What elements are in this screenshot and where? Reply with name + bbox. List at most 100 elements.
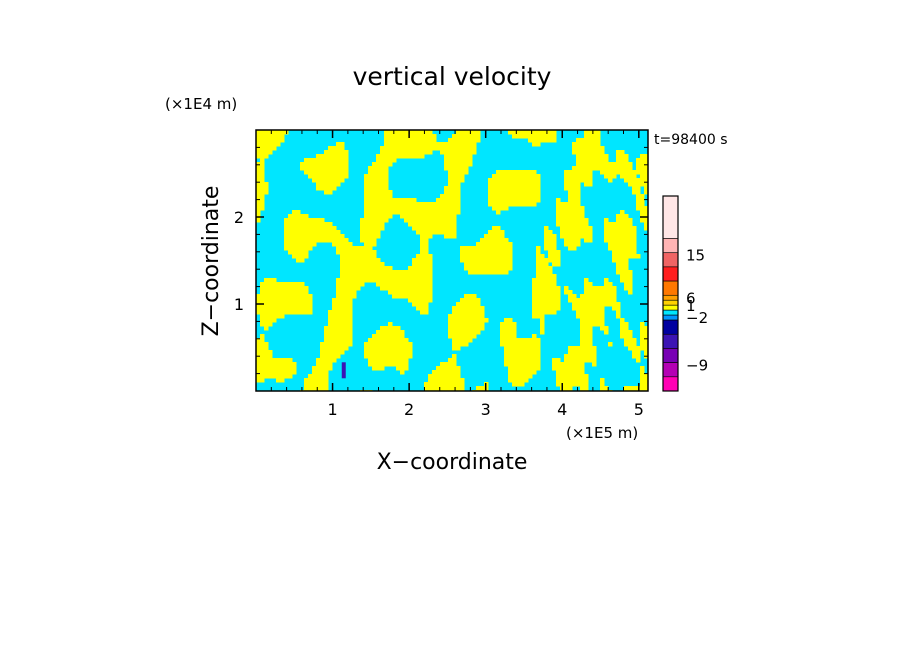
field-cell-positive — [448, 386, 453, 391]
field-cell-positive — [256, 182, 261, 187]
field-cell-positive — [428, 274, 433, 279]
field-cell-positive — [384, 174, 389, 179]
field-cell-positive — [500, 174, 505, 179]
field-cell-positive — [380, 326, 385, 331]
field-cell-positive — [328, 182, 333, 187]
field-cell-positive — [412, 226, 417, 231]
field-cell-positive — [260, 178, 265, 183]
field-cell-positive — [472, 326, 477, 331]
field-cell-positive — [492, 190, 497, 195]
field-cell-positive — [584, 166, 589, 171]
field-cell-positive — [532, 310, 537, 315]
field-cell-positive — [356, 250, 361, 255]
field-cell-positive — [372, 194, 377, 199]
field-cell-positive — [324, 234, 329, 239]
field-cell-positive — [604, 174, 609, 179]
field-cell-positive — [424, 206, 429, 211]
field-cell-positive — [584, 178, 589, 183]
field-cell-positive — [536, 198, 541, 203]
field-cell-positive — [464, 138, 469, 143]
field-cell-positive — [460, 166, 465, 171]
field-cell-positive — [324, 330, 329, 335]
field-cell-positive — [432, 214, 437, 219]
field-cell-positive — [596, 130, 601, 135]
colorbar-segment — [662, 362, 679, 378]
field-cell-positive — [504, 194, 509, 199]
field-cell-positive — [332, 346, 337, 351]
field-cell-positive — [288, 282, 293, 287]
field-cell-positive — [496, 270, 501, 275]
field-cell-positive — [484, 250, 489, 255]
field-cell-positive — [392, 134, 397, 139]
field-cell-positive — [352, 258, 357, 263]
field-cell-positive — [396, 130, 401, 135]
field-cell-positive — [428, 210, 433, 215]
field-cell-positive — [284, 358, 289, 363]
field-cell-positive — [556, 366, 561, 371]
field-cell-positive — [288, 246, 293, 251]
field-cell-positive — [408, 202, 413, 207]
field-cell-positive — [608, 234, 613, 239]
field-cell-positive — [404, 134, 409, 139]
field-cell-positive — [288, 218, 293, 223]
field-cell-positive — [540, 326, 545, 331]
field-cell-positive — [408, 154, 413, 159]
field-cell-positive — [496, 230, 501, 235]
field-cell-positive — [564, 170, 569, 175]
field-cell-positive — [276, 302, 281, 307]
field-cell-positive — [500, 198, 505, 203]
field-cell-positive — [440, 202, 445, 207]
field-cell-positive — [528, 174, 533, 179]
field-cell-positive — [440, 366, 445, 371]
field-cell-positive — [344, 294, 349, 299]
field-cell-positive — [408, 210, 413, 215]
field-cell-positive — [264, 130, 269, 135]
field-cell-positive — [584, 170, 589, 175]
field-cell-positive — [376, 262, 381, 267]
field-cell-positive — [388, 150, 393, 155]
field-cell-positive — [508, 322, 513, 327]
field-cell-positive — [568, 190, 573, 195]
field-cell-positive — [348, 294, 353, 299]
field-cell-positive — [628, 290, 633, 295]
field-cell-positive — [568, 294, 573, 299]
field-cell-positive — [440, 218, 445, 223]
field-cell-positive — [380, 350, 385, 355]
field-cell-positive — [632, 386, 637, 391]
field-cell-positive — [260, 146, 265, 151]
field-cell-positive — [264, 278, 269, 283]
field-cell-positive — [592, 362, 597, 367]
field-cell-positive — [464, 146, 469, 151]
field-cell-positive — [580, 166, 585, 171]
field-cell-positive — [384, 202, 389, 207]
field-cell-positive — [604, 234, 609, 239]
field-cell-positive — [260, 294, 265, 299]
field-cell-positive — [328, 322, 333, 327]
field-cell-positive — [308, 238, 313, 243]
field-cell-positive — [552, 286, 557, 291]
x-tick-label: 2 — [404, 400, 414, 419]
field-cell-positive — [580, 142, 585, 147]
field-cell-positive — [616, 230, 621, 235]
field-cell-positive — [320, 234, 325, 239]
field-cell-positive — [512, 338, 517, 343]
field-cell-positive — [620, 218, 625, 223]
field-cell-positive — [388, 350, 393, 355]
field-cell-positive — [268, 318, 273, 323]
field-cell-positive — [344, 302, 349, 307]
field-cell-positive — [348, 318, 353, 323]
field-cell-positive — [480, 306, 485, 311]
field-cell-positive — [256, 154, 261, 159]
field-cell-positive — [644, 154, 648, 159]
field-cell-positive — [604, 162, 609, 167]
field-cell-positive — [644, 378, 648, 383]
field-cell-positive — [272, 366, 277, 371]
field-cell-positive — [496, 182, 501, 187]
field-cell-positive — [536, 314, 541, 319]
field-cell-positive — [424, 234, 429, 239]
field-cell-positive — [620, 162, 625, 167]
field-cell-positive — [304, 286, 309, 291]
field-cell-positive — [280, 374, 285, 379]
field-cell-positive — [452, 358, 457, 363]
field-cell-positive — [416, 226, 421, 231]
